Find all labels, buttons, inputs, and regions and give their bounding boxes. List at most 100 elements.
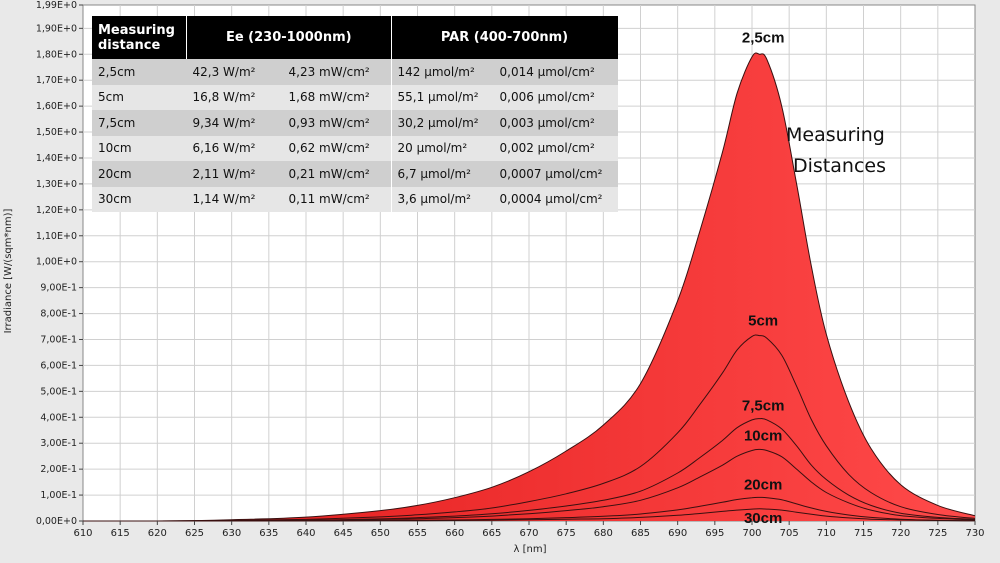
y-tick-label: 4,00E-1	[40, 412, 77, 423]
x-tick-label: 615	[111, 528, 130, 539]
table-cell: 30,2 µmol/m²	[390, 110, 494, 136]
series-area-2,5cm	[83, 52, 975, 521]
x-tick-label: 675	[557, 528, 576, 539]
y-tick-label: 1,00E+0	[36, 257, 77, 268]
table-cell: 0,21 mW/cm²	[282, 161, 391, 187]
table-cell: 9,34 W/m²	[186, 110, 283, 136]
x-tick-label: 655	[408, 528, 427, 539]
table-cell: 6,7 µmol/m²	[390, 161, 494, 187]
x-tick-label: 670	[519, 528, 538, 539]
table-row: 5cm 16,8 W/m² 1,68 mW/cm² 55,1 µmol/m² 0…	[92, 84, 618, 110]
x-ticks: 610 615 620 625 630 635 640 645 650 655 660 665 670 6…	[73, 521, 985, 539]
table-header-distance: Measuring distance	[92, 16, 187, 59]
y-tick-label: 1,40E+0	[36, 153, 77, 164]
spectra-lines	[82, 52, 976, 522]
table-header-par: PAR (400-700nm)	[390, 16, 618, 59]
table-cell: 30cm	[92, 186, 187, 212]
table-cell: 7,5cm	[92, 110, 187, 136]
y-ticks: 0,00E+0 1,00E-1 2,00E-1 3,00E-1 4,00E-1 5,00E…	[36, 0, 83, 527]
x-tick-label: 725	[928, 528, 947, 539]
x-tick-label: 625	[185, 528, 204, 539]
curve-label-2,5cm: 2,5cm	[742, 29, 785, 46]
y-tick-label: 6,00E-1	[40, 360, 77, 371]
measurement-table: Measuring distance Ee (230-1000nm) PAR (…	[92, 16, 618, 212]
x-tick-label: 680	[594, 528, 613, 539]
x-tick-label: 640	[296, 528, 315, 539]
table-row: 20cm 2,11 W/m² 0,21 mW/cm² 6,7 µmol/m² 0…	[92, 161, 618, 187]
y-tick-label: 1,80E+0	[36, 49, 77, 60]
table-cell: 0,62 mW/cm²	[282, 135, 391, 161]
x-tick-label: 620	[148, 528, 167, 539]
y-tick-label: 1,10E+0	[36, 231, 77, 242]
table-cell: 0,003 µmol/cm²	[493, 110, 618, 136]
y-tick-label: 5,00E-1	[40, 386, 77, 397]
curve-label-7,5cm: 7,5cm	[742, 398, 785, 415]
table-cell: 0,11 mW/cm²	[282, 186, 391, 212]
x-tick-label: 685	[631, 528, 650, 539]
table-cell: 0,0007 µmol/cm²	[493, 161, 618, 187]
series-line-7,5cm	[82, 418, 976, 522]
table-row: 10cm 6,16 W/m² 0,62 mW/cm² 20 µmol/m² 0,…	[92, 135, 618, 161]
y-tick-label: 1,00E-1	[40, 490, 77, 501]
table-cell: 0,014 µmol/cm²	[493, 59, 618, 85]
x-tick-label: 715	[854, 528, 873, 539]
table-cell: 2,11 W/m²	[186, 161, 283, 187]
curve-label-30cm: 30cm	[744, 510, 782, 527]
table-header-row: Measuring distance Ee (230-1000nm) PAR (…	[92, 16, 618, 59]
x-tick-label: 700	[742, 528, 761, 539]
table-row: 30cm 1,14 W/m² 0,11 mW/cm² 3,6 µmol/m² 0…	[92, 186, 618, 212]
y-tick-label: 1,50E+0	[36, 127, 77, 138]
x-tick-label: 610	[73, 528, 92, 539]
table-cell: 16,8 W/m²	[186, 84, 283, 110]
table-cell: 42,3 W/m²	[186, 59, 283, 85]
x-tick-label: 650	[371, 528, 390, 539]
table-cell: 0,006 µmol/cm²	[493, 84, 618, 110]
x-axis-label: λ [nm]	[514, 544, 547, 555]
table-cell: 10cm	[92, 135, 187, 161]
x-tick-label: 705	[780, 528, 799, 539]
table-row: 7,5cm 9,34 W/m² 0,93 mW/cm² 30,2 µmol/m²…	[92, 110, 618, 136]
table-cell: 0,0004 µmol/cm²	[493, 186, 618, 212]
curve-label-5cm: 5cm	[748, 313, 778, 330]
y-tick-label: 1,60E+0	[36, 101, 77, 112]
x-tick-label: 630	[222, 528, 241, 539]
annotation-line-1: Measuring	[786, 124, 885, 146]
curve-labels: 2,5cm 5cm 7,5cm 10cm 20cm 30cm	[742, 29, 785, 527]
series-line-10cm	[82, 448, 976, 522]
y-axis-label: Irradiance [W/(sqm*nm)]	[3, 209, 14, 334]
x-tick-label: 635	[259, 528, 278, 539]
x-tick-label: 730	[965, 528, 984, 539]
table-row: 2,5cm 42,3 W/m² 4,23 mW/cm² 142 µmol/m² …	[92, 59, 618, 85]
series-line-5cm	[82, 334, 976, 522]
table-cell: 20cm	[92, 161, 187, 187]
x-tick-label: 660	[445, 528, 464, 539]
y-tick-label: 2,00E-1	[40, 464, 77, 475]
y-tick-label: 3,00E-1	[40, 438, 77, 449]
x-tick-label: 665	[482, 528, 501, 539]
x-tick-label: 710	[817, 528, 836, 539]
x-tick-label: 720	[891, 528, 910, 539]
y-tick-label: 8,00E-1	[40, 309, 77, 320]
table-cell: 1,14 W/m²	[186, 186, 283, 212]
table-cell: 20 µmol/m²	[390, 135, 494, 161]
x-tick-label: 645	[334, 528, 353, 539]
table-header-ee: Ee (230-1000nm)	[186, 16, 391, 59]
y-tick-label: 1,20E+0	[36, 205, 77, 216]
table-cell: 6,16 W/m²	[186, 135, 283, 161]
spectra-area	[83, 52, 975, 521]
curve-label-10cm: 10cm	[744, 427, 782, 444]
curve-label-20cm: 20cm	[744, 476, 782, 493]
table-cell: 4,23 mW/cm²	[282, 59, 391, 85]
y-tick-label: 9,00E-1	[40, 283, 77, 294]
y-tick-label: 1,30E+0	[36, 179, 77, 190]
y-tick-label: 1,70E+0	[36, 75, 77, 86]
table-cell: 1,68 mW/cm²	[282, 84, 391, 110]
y-tick-label: 1,90E+0	[36, 23, 77, 34]
x-tick-label: 695	[705, 528, 724, 539]
table-cell: 55,1 µmol/m²	[390, 84, 494, 110]
table-cell: 5cm	[92, 84, 187, 110]
annotation-line-2: Distances	[793, 155, 886, 177]
table-cell: 0,93 mW/cm²	[282, 110, 391, 136]
series-line-2,5cm	[82, 52, 976, 522]
